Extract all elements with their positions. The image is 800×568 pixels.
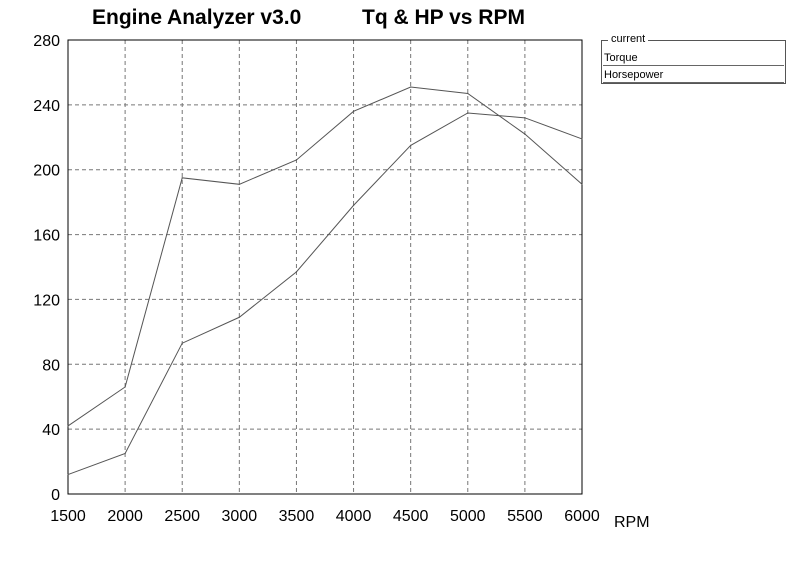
data-point-horsepower	[581, 138, 583, 140]
legend-item-label: Horsepower	[604, 69, 664, 81]
data-point-horsepower	[467, 112, 469, 114]
data-point-horsepower	[181, 342, 183, 344]
data-point-torque	[295, 159, 298, 161]
legend-item-torque: Torque	[603, 50, 784, 66]
y-tick-label: 160	[33, 228, 60, 245]
x-tick-label: 2000	[107, 508, 143, 525]
x-tick-label: 3000	[222, 508, 258, 525]
data-point-torque	[238, 183, 240, 185]
x-tick-labels: 1500 2000 2500 3000 3500 4000 4500 5000 5500 6000	[50, 508, 600, 525]
data-point-torque	[410, 86, 412, 88]
data-point-horsepower	[67, 473, 69, 476]
x-tick-label: 4000	[336, 508, 372, 525]
data-point-horsepower	[124, 452, 126, 455]
y-tick-label: 0	[51, 487, 60, 504]
legend-item-label: Torque	[604, 52, 638, 64]
data-point-torque	[124, 386, 126, 388]
series-lines	[67, 86, 583, 476]
data-point-torque	[181, 177, 183, 179]
app-title: Engine Analyzer v3.0	[92, 6, 302, 29]
data-point-horsepower	[352, 204, 355, 206]
x-tick-label: 1500	[50, 508, 86, 525]
y-tick-label: 120	[33, 292, 60, 309]
y-tick-label: 240	[33, 98, 60, 115]
y-tick-label: 200	[33, 163, 60, 180]
x-axis-title: RPM	[614, 514, 650, 531]
data-point-torque	[581, 183, 583, 185]
legend-title: current	[608, 33, 649, 45]
legend-line-swatch	[603, 65, 784, 66]
data-point-torque	[524, 133, 526, 135]
y-tick-labels: 0 40 80 120 160 200 240 280	[33, 33, 60, 504]
x-tick-label: 5000	[450, 508, 486, 525]
series-line-horsepower	[67, 112, 583, 476]
y-tick-label: 80	[42, 357, 60, 374]
data-point-torque	[67, 425, 69, 427]
chart-title: Tq & HP vs RPM	[362, 6, 525, 29]
y-tick-label: 280	[33, 33, 60, 50]
y-tick-label: 40	[42, 422, 60, 439]
data-point-torque	[467, 92, 469, 95]
x-tick-label: 6000	[564, 508, 600, 525]
data-point-horsepower	[524, 117, 526, 119]
gridlines	[68, 40, 582, 494]
legend-item-horsepower: Horsepower	[603, 67, 784, 83]
x-tick-label: 2500	[164, 508, 200, 525]
plot-frame	[67, 39, 583, 495]
x-tick-label: 3500	[279, 508, 315, 525]
data-point-horsepower	[410, 144, 412, 146]
x-tick-label: 5500	[507, 508, 543, 525]
legend: current Torque Horsepower	[601, 33, 786, 84]
data-point-horsepower	[238, 316, 240, 318]
legend-line-swatch	[603, 82, 784, 83]
data-point-horsepower	[295, 271, 298, 273]
x-tick-label: 4500	[393, 508, 429, 525]
data-point-torque	[352, 110, 355, 112]
series-line-torque	[67, 86, 583, 427]
